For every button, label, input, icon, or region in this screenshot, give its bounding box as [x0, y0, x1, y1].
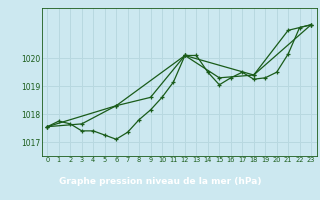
Text: Graphe pression niveau de la mer (hPa): Graphe pression niveau de la mer (hPa)	[59, 176, 261, 186]
